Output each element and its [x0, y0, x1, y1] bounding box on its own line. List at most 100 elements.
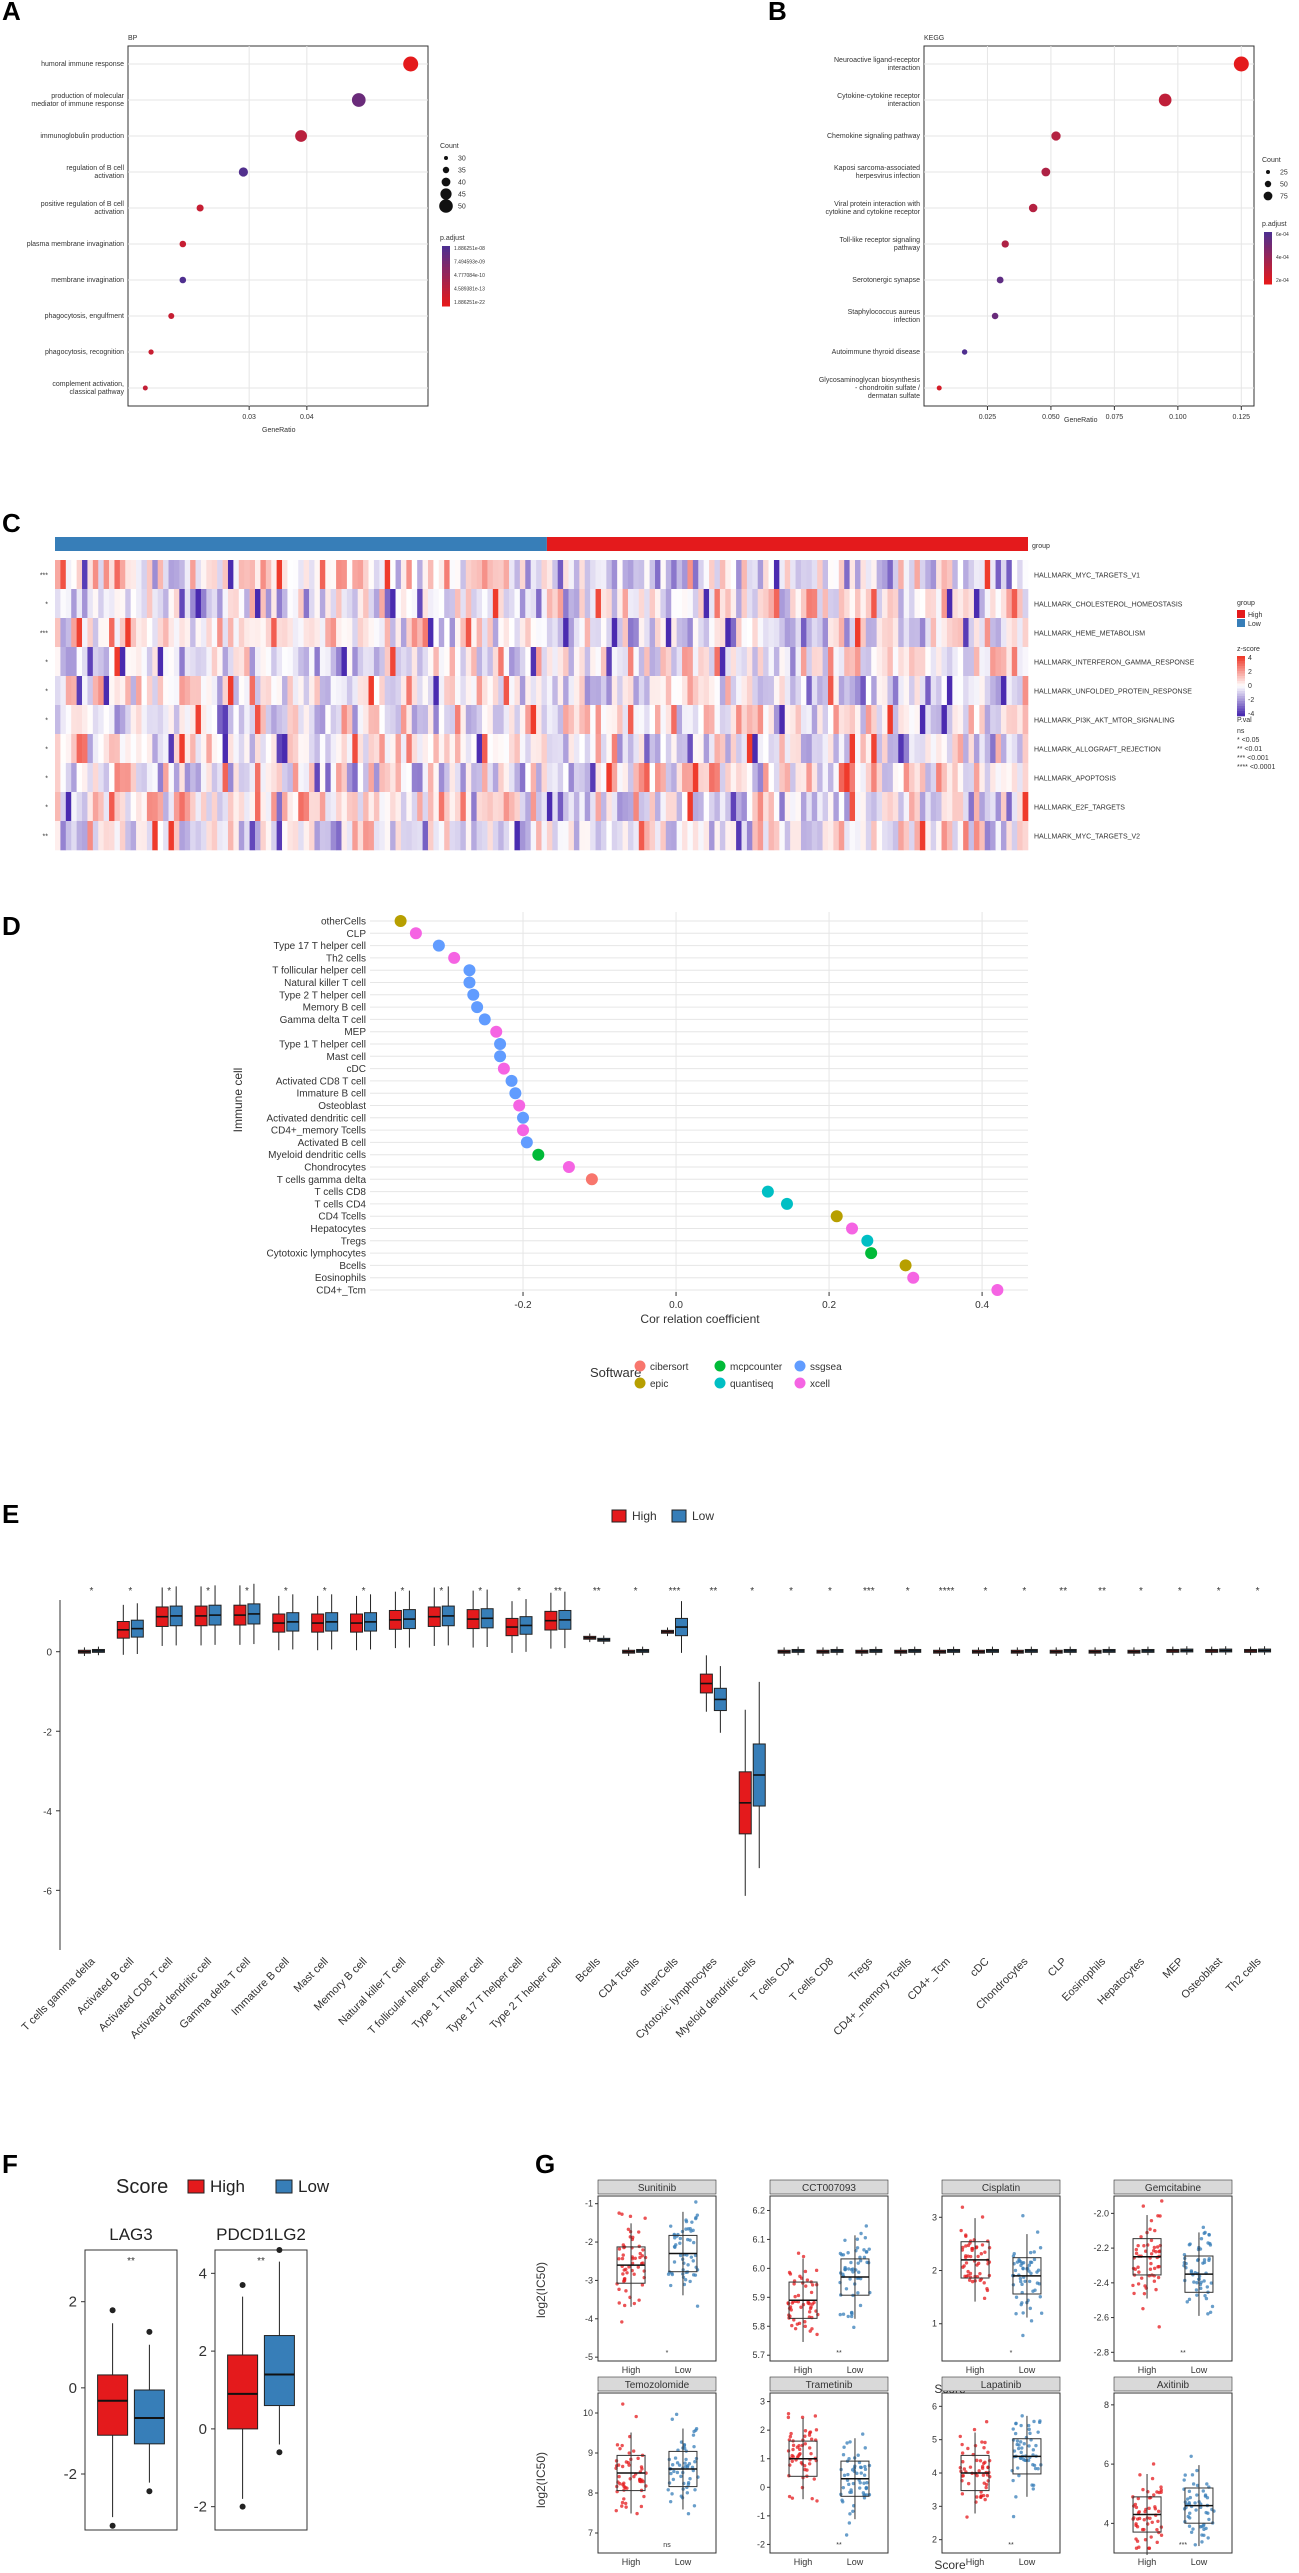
panel-c-cell: [871, 647, 877, 677]
panel-g-point: [800, 2485, 805, 2490]
panel-e-significance: **: [593, 1586, 601, 1597]
panel-c-cell: [973, 763, 980, 793]
panel-c-cell: [957, 560, 964, 590]
panel-g-point: [1131, 2283, 1135, 2288]
panel-c-cell: [644, 734, 650, 764]
panel-c-cell: [363, 792, 369, 822]
panel-g-point: [966, 2269, 970, 2274]
panel-b-legend-count-title: Count: [1262, 157, 1281, 164]
panel-c-cell: [255, 705, 261, 735]
panel-g-point: [620, 2464, 625, 2469]
panel-c-cell: [665, 589, 672, 619]
panel-c-cell: [660, 560, 667, 590]
panel-g-point: [624, 2460, 629, 2464]
panel-c-row-label: HALLMARK_UNFOLDED_PROTEIN_RESPONSE: [1034, 689, 1192, 696]
panel-b-legend-p-gradient-step: [1264, 273, 1272, 277]
panel-c-cell: [563, 647, 569, 677]
panel-c-cell: [795, 589, 802, 619]
panel-g-point: [642, 2494, 646, 2499]
panel-g-point: [690, 2465, 695, 2470]
panel-c-cell: [417, 792, 423, 822]
panel-c-cell: [871, 560, 877, 590]
panel-g-point: [1039, 2311, 1044, 2315]
panel-g-point: [804, 2284, 808, 2288]
panel-c-cell: [282, 792, 288, 822]
panel-c-cell: [190, 763, 196, 793]
panel-c-cell: [525, 821, 531, 851]
panel-d-legend-label: cibersort: [650, 1362, 689, 1373]
panel-g-point: [803, 2320, 807, 2324]
panel-c-cell: [817, 589, 823, 619]
panel-g-frame: [597, 2195, 717, 2362]
panel-c-cell: [460, 821, 467, 851]
panel-c-cell: [763, 763, 769, 793]
panel-g-point: [958, 2434, 962, 2439]
panel-c-cell: [779, 734, 786, 764]
panel-c-cell: [946, 560, 953, 590]
panel-g-point: [975, 2495, 979, 2499]
panel-c-cell: [1022, 618, 1029, 648]
panel-c-cell: [346, 676, 353, 706]
panel-c-cell: [611, 734, 618, 764]
panel-c-cell: [536, 821, 542, 851]
panel-c-cell: [141, 763, 148, 793]
panel-c-cell: [617, 705, 623, 735]
panel-g-point: [618, 2446, 622, 2451]
panel-g-ytick-label: -3: [585, 2275, 593, 2285]
panel-g-point: [987, 2458, 992, 2463]
panel-g-point: [984, 2482, 989, 2487]
panel-c-cell: [914, 705, 921, 735]
panel-b-term-label-line: Toll-like receptor signaling: [839, 237, 920, 244]
panel-c-cell: [871, 821, 877, 851]
panel-d-legend-dot: [714, 1377, 726, 1389]
panel-c-cell: [103, 821, 110, 851]
panel-c-cell: [330, 618, 337, 648]
panel-e-significance: *: [828, 1586, 832, 1597]
panel-g-point: [850, 2468, 855, 2472]
panel-c-cell: [200, 763, 207, 793]
panel-f-ytick-label: -2: [64, 2466, 77, 2483]
panel-e-significance: *: [1217, 1586, 1221, 1597]
panel-g-point: [624, 2267, 628, 2272]
panel-c-cell: [157, 821, 164, 851]
panel-c-cell: [968, 734, 975, 764]
panel-c-cell: [384, 647, 391, 677]
panel-c-cell: [584, 560, 591, 590]
panel-g-subplot-title: Trametinib: [806, 2380, 853, 2391]
panel-c-cell: [725, 705, 731, 735]
panel-c-cell: [860, 560, 867, 590]
panel-c-cell: [984, 821, 991, 851]
panel-c-cell: [319, 821, 326, 851]
panel-c-cell: [709, 618, 715, 648]
panel-b-legend-p-gradient-step: [1264, 276, 1272, 280]
panel-c-cell: [195, 821, 202, 851]
panel-c-cell: [530, 560, 537, 590]
panel-g-point: [1187, 2501, 1191, 2505]
panel-a-legend-p-gradient-step: [442, 285, 450, 289]
panel-g-point: [1203, 2294, 1207, 2298]
panel-g-point: [1136, 2265, 1140, 2269]
panel-c-cell: [811, 734, 818, 764]
panel-g-point: [807, 2433, 812, 2437]
panel-b-term-label-line: pathway: [894, 245, 921, 252]
panel-b-legend-count-dot: [1266, 170, 1270, 174]
panel-c-cell: [146, 792, 153, 822]
panel-c-cell: [427, 792, 434, 822]
panel-c-cell: [384, 705, 391, 735]
panel-g-point: [1195, 2280, 1199, 2285]
panel-c-cell: [163, 705, 169, 735]
panel-c-cell: [784, 676, 791, 706]
panel-g-ytick-label: 5.8: [752, 2321, 765, 2331]
panel-c-cell: [800, 676, 807, 706]
panel-c-cell: [152, 734, 159, 764]
panel-c-cell: [395, 705, 402, 735]
panel-c-cell: [968, 792, 975, 822]
panel-c-cell: [806, 647, 813, 677]
panel-c-cell: [417, 618, 423, 648]
panel-g-point: [966, 2446, 970, 2451]
panel-c-cell: [946, 821, 953, 851]
panel-c-cell: [627, 705, 634, 735]
panel-a-legend-count-label: 35: [458, 168, 466, 175]
panel-g-point: [1136, 2282, 1141, 2286]
panel-c-cell: [211, 589, 218, 619]
